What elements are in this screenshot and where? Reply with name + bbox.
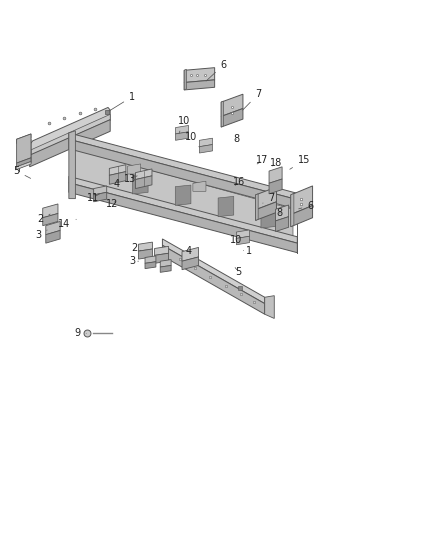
Polygon shape — [46, 230, 60, 243]
Polygon shape — [94, 186, 107, 195]
Polygon shape — [193, 181, 206, 191]
Polygon shape — [110, 165, 126, 175]
Polygon shape — [17, 158, 31, 167]
Polygon shape — [69, 183, 297, 253]
Text: 8: 8 — [277, 208, 283, 219]
Text: 3: 3 — [129, 256, 138, 266]
Polygon shape — [258, 198, 271, 208]
Polygon shape — [221, 109, 243, 127]
Polygon shape — [175, 185, 191, 205]
Polygon shape — [276, 216, 289, 231]
Polygon shape — [138, 242, 152, 251]
Polygon shape — [261, 208, 277, 228]
Polygon shape — [221, 101, 223, 127]
Text: 4: 4 — [185, 246, 191, 256]
Polygon shape — [265, 296, 274, 318]
Polygon shape — [94, 192, 107, 202]
Polygon shape — [145, 262, 156, 269]
Polygon shape — [176, 125, 188, 134]
Polygon shape — [145, 256, 156, 263]
Text: 4: 4 — [113, 179, 120, 189]
Polygon shape — [31, 114, 110, 155]
Polygon shape — [291, 186, 313, 215]
Polygon shape — [182, 257, 198, 270]
Polygon shape — [69, 139, 297, 209]
Text: 10: 10 — [178, 116, 190, 133]
Text: 8: 8 — [233, 134, 240, 144]
Polygon shape — [184, 68, 215, 83]
Text: 13: 13 — [124, 174, 137, 184]
Polygon shape — [46, 221, 60, 235]
Text: 15: 15 — [290, 156, 310, 169]
Text: 12: 12 — [106, 199, 119, 209]
Polygon shape — [135, 169, 152, 180]
Polygon shape — [184, 69, 186, 90]
Polygon shape — [17, 161, 31, 169]
Polygon shape — [237, 236, 250, 245]
Polygon shape — [30, 119, 110, 167]
Polygon shape — [160, 260, 171, 267]
Polygon shape — [184, 80, 215, 90]
Polygon shape — [160, 265, 171, 272]
Polygon shape — [162, 245, 265, 314]
Text: 2: 2 — [131, 243, 141, 253]
Polygon shape — [19, 139, 31, 168]
Text: 17: 17 — [256, 156, 268, 165]
Polygon shape — [30, 108, 110, 155]
Polygon shape — [69, 133, 297, 200]
Polygon shape — [155, 253, 169, 263]
Text: 3: 3 — [35, 230, 47, 240]
Text: 10: 10 — [230, 235, 243, 245]
Text: 10: 10 — [184, 132, 199, 147]
Text: 1: 1 — [109, 92, 135, 111]
Polygon shape — [110, 172, 126, 184]
Polygon shape — [155, 246, 169, 255]
Polygon shape — [291, 206, 313, 227]
Polygon shape — [73, 149, 293, 243]
Text: 16: 16 — [233, 176, 245, 187]
Text: 6: 6 — [206, 60, 226, 81]
Text: 7: 7 — [243, 89, 261, 110]
Polygon shape — [69, 131, 75, 199]
Text: 1: 1 — [244, 246, 253, 256]
Polygon shape — [199, 138, 212, 147]
Polygon shape — [132, 174, 148, 194]
Polygon shape — [69, 176, 297, 243]
Text: 7: 7 — [263, 192, 274, 203]
Text: 11: 11 — [87, 192, 99, 203]
Text: 18: 18 — [269, 158, 282, 168]
Text: 9: 9 — [74, 328, 86, 338]
Polygon shape — [269, 167, 282, 183]
Polygon shape — [218, 196, 234, 216]
Polygon shape — [135, 176, 152, 189]
Polygon shape — [255, 187, 276, 210]
Polygon shape — [269, 179, 282, 194]
Polygon shape — [127, 164, 141, 174]
Polygon shape — [199, 144, 212, 153]
Text: 6: 6 — [299, 200, 314, 211]
Polygon shape — [43, 204, 58, 217]
Text: 14: 14 — [58, 219, 76, 229]
Polygon shape — [291, 193, 294, 227]
Polygon shape — [255, 202, 276, 220]
Polygon shape — [221, 94, 243, 116]
Polygon shape — [162, 239, 265, 304]
Polygon shape — [276, 205, 289, 221]
Polygon shape — [255, 194, 258, 220]
Polygon shape — [182, 247, 198, 261]
Text: 5: 5 — [235, 267, 242, 277]
Polygon shape — [237, 230, 250, 238]
Polygon shape — [176, 132, 188, 140]
Polygon shape — [17, 134, 31, 143]
Text: 5: 5 — [14, 166, 31, 179]
Text: 2: 2 — [37, 214, 50, 224]
Polygon shape — [17, 134, 31, 163]
Polygon shape — [138, 249, 152, 259]
Polygon shape — [43, 214, 58, 225]
